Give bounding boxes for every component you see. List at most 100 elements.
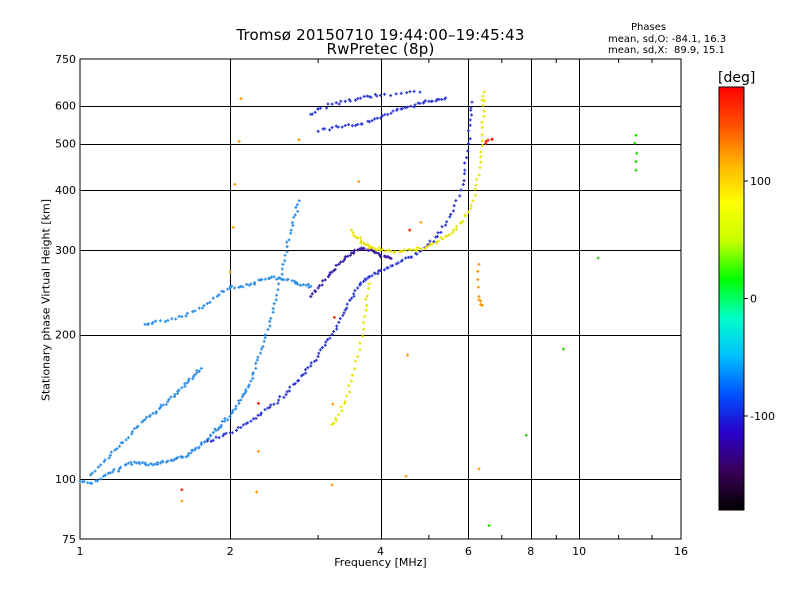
echo-point bbox=[256, 449, 260, 453]
echo-point bbox=[301, 283, 305, 287]
echo-point bbox=[146, 322, 150, 326]
echo-point bbox=[112, 468, 116, 472]
echo-point bbox=[439, 230, 443, 234]
x-axis-label: Frequency [MHz] bbox=[334, 556, 427, 569]
echo-point bbox=[228, 414, 232, 418]
echo-point bbox=[272, 302, 276, 306]
chart-title: Tromsø 20150710 19:44:00–19:45:43 bbox=[236, 26, 525, 44]
echo-point bbox=[191, 310, 195, 314]
echo-point bbox=[331, 402, 335, 406]
echo-point bbox=[434, 99, 438, 103]
echo-point bbox=[251, 371, 255, 375]
echo-point bbox=[389, 249, 393, 253]
echo-point bbox=[290, 221, 294, 225]
echo-point bbox=[330, 270, 334, 274]
echo-point bbox=[405, 91, 409, 95]
y-tick-label: 200 bbox=[55, 329, 76, 342]
echo-point bbox=[386, 266, 390, 270]
echo-point bbox=[476, 269, 480, 273]
echo-point bbox=[354, 123, 358, 127]
echo-point bbox=[375, 94, 379, 98]
echo-point bbox=[259, 413, 263, 417]
echo-point bbox=[193, 309, 197, 313]
echo-point bbox=[436, 231, 440, 235]
echo-point bbox=[234, 407, 238, 411]
echo-point bbox=[176, 455, 180, 459]
echo-point bbox=[247, 383, 251, 387]
echo-point bbox=[399, 91, 403, 95]
echo-point bbox=[343, 401, 347, 405]
echo-point bbox=[323, 343, 327, 347]
echo-point bbox=[141, 419, 145, 423]
echo-point bbox=[440, 225, 444, 229]
echo-point bbox=[283, 259, 287, 263]
echo-point bbox=[359, 241, 363, 245]
echo-point bbox=[356, 97, 360, 101]
echo-point bbox=[337, 262, 341, 266]
echo-point bbox=[181, 455, 185, 459]
echo-point bbox=[156, 461, 160, 465]
echo-point bbox=[408, 228, 412, 232]
echo-point bbox=[193, 373, 197, 377]
echo-point bbox=[335, 327, 339, 331]
echo-point bbox=[330, 125, 334, 129]
echo-point bbox=[405, 105, 409, 109]
echo-point bbox=[240, 395, 244, 399]
echo-point bbox=[306, 366, 310, 370]
x-tick-label: 10 bbox=[572, 545, 586, 558]
echo-point bbox=[293, 213, 297, 217]
echo-point bbox=[237, 285, 241, 289]
echo-point bbox=[428, 239, 432, 243]
echo-point bbox=[113, 448, 117, 452]
echo-point bbox=[350, 228, 354, 232]
echo-point bbox=[129, 460, 133, 464]
echo-point bbox=[332, 315, 336, 319]
echo-point bbox=[376, 272, 380, 276]
echo-point bbox=[310, 292, 314, 296]
echo-point bbox=[159, 461, 163, 465]
echo-point bbox=[466, 142, 470, 146]
echo-point bbox=[191, 374, 195, 378]
colorbar-tick-label: 100 bbox=[750, 175, 771, 188]
echo-point bbox=[195, 368, 199, 372]
echo-point bbox=[487, 524, 491, 528]
echo-point bbox=[277, 276, 281, 280]
colorbar-tick-label: -100 bbox=[750, 410, 775, 423]
echo-point bbox=[211, 438, 215, 442]
echo-point bbox=[271, 307, 275, 311]
echo-point bbox=[297, 379, 301, 383]
echo-point bbox=[263, 277, 267, 281]
echo-point bbox=[222, 432, 226, 436]
echo-point bbox=[356, 286, 360, 290]
echo-point bbox=[90, 481, 94, 485]
echo-point bbox=[461, 219, 465, 223]
echo-point bbox=[383, 92, 387, 96]
echo-point bbox=[370, 119, 374, 123]
echo-point bbox=[473, 187, 477, 191]
echo-point bbox=[366, 243, 370, 247]
echo-point bbox=[313, 289, 317, 293]
echo-point bbox=[343, 400, 347, 404]
echo-point bbox=[148, 413, 152, 417]
echo-point bbox=[167, 397, 171, 401]
echo-point bbox=[277, 398, 281, 402]
echo-point bbox=[317, 351, 321, 355]
echo-point bbox=[117, 469, 121, 473]
echo-point bbox=[379, 116, 382, 120]
echo-point bbox=[468, 118, 472, 122]
echo-point bbox=[201, 306, 205, 310]
echo-point bbox=[223, 419, 227, 423]
echo-point bbox=[451, 209, 455, 213]
echo-point bbox=[281, 262, 285, 266]
echo-point bbox=[300, 374, 304, 378]
echo-point bbox=[219, 423, 223, 427]
echo-point bbox=[362, 241, 366, 245]
echo-point bbox=[353, 359, 357, 363]
echo-point bbox=[347, 123, 351, 127]
echo-point bbox=[259, 351, 263, 355]
y-tick-label: 500 bbox=[55, 138, 76, 151]
echo-point bbox=[124, 463, 128, 467]
echo-point bbox=[130, 430, 134, 434]
echo-point bbox=[436, 239, 440, 243]
echo-point bbox=[197, 445, 201, 449]
